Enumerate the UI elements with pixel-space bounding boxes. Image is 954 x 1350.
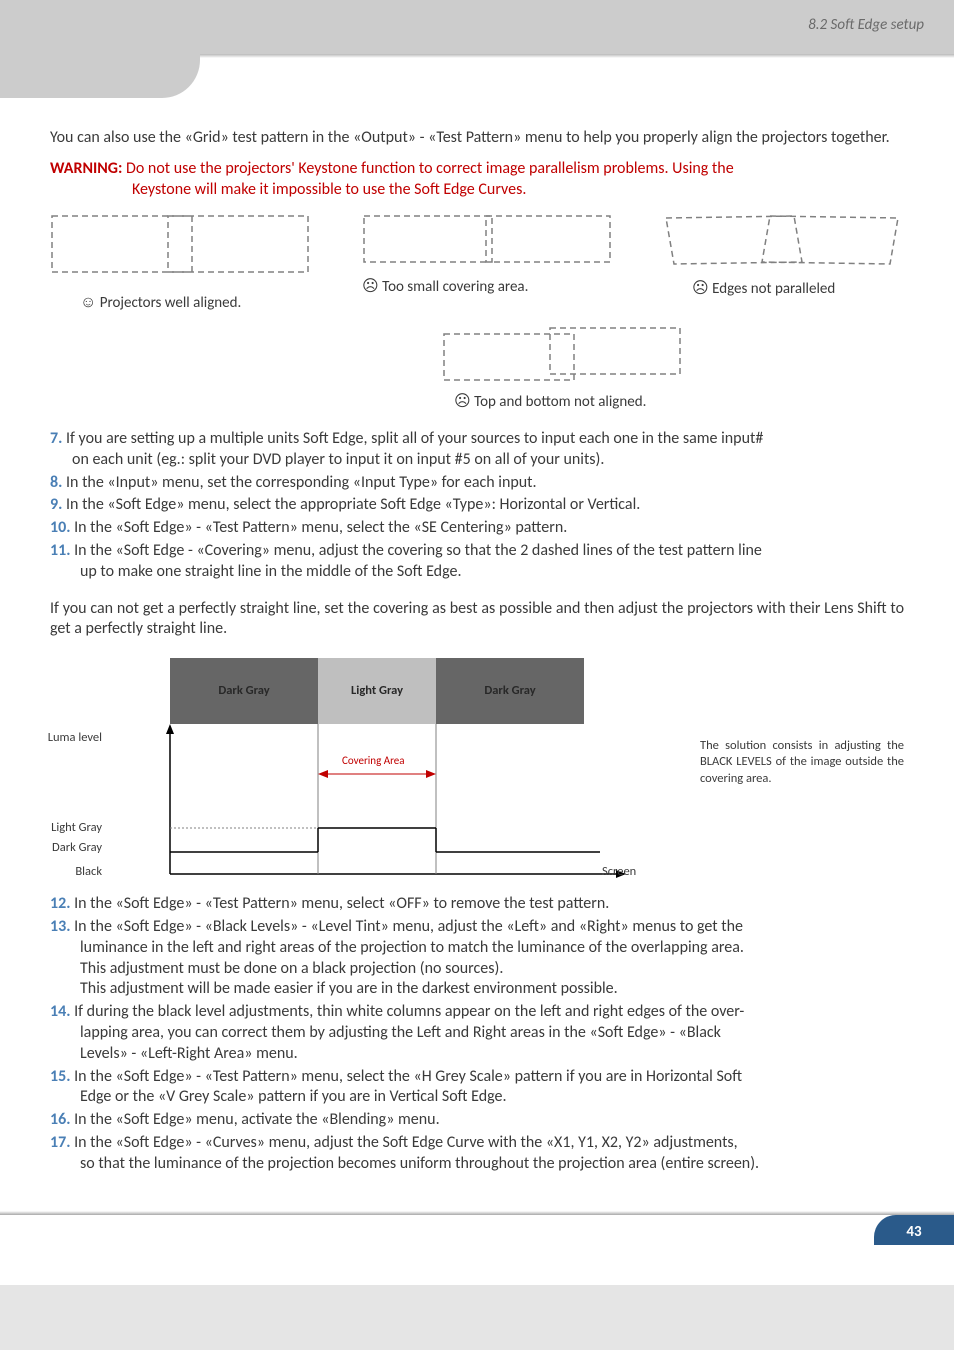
- plot: Luma level Light Gray Dark Gray Black Co…: [110, 724, 630, 882]
- content: You can also use the «Grid» test pattern…: [0, 58, 954, 1187]
- bar-dark1: Dark Gray: [170, 658, 318, 724]
- warning-line2: Keystone will make it impossible to use …: [50, 180, 904, 201]
- graph-area: Dark Gray Light Gray Dark Gray: [50, 658, 904, 882]
- ylabel-black: Black: [30, 864, 102, 880]
- step-text: luminance in the left and right areas of…: [50, 938, 904, 959]
- header-breadcrumb: 8.2 Soft Edge setup: [808, 16, 924, 34]
- step-text: If during the black level adjustments, t…: [74, 1002, 744, 1021]
- ylabel-luma: Luma level: [30, 730, 102, 746]
- covering-area-label: Covering Area: [342, 754, 405, 768]
- step-num: 10.: [50, 518, 71, 537]
- ylabel-lightgray: Light Gray: [30, 820, 102, 836]
- step-text: In the «Soft Edge» menu, activate the «B…: [74, 1110, 440, 1129]
- diag-edges-svg: [664, 214, 904, 270]
- footer-line: [0, 1211, 954, 1215]
- footer: 43: [0, 1211, 954, 1245]
- diag-topbot-label: Top and bottom not aligned.: [474, 393, 646, 411]
- smile-icon: ☺: [80, 293, 96, 312]
- diag-topbot-svg: [442, 326, 692, 384]
- step-num: 9.: [50, 495, 62, 514]
- page: 8.2 Soft Edge setup You can also use the…: [0, 0, 954, 1285]
- plot-svg: [110, 724, 630, 882]
- warning-label: WARNING:: [50, 159, 122, 178]
- step-num: 11.: [50, 541, 71, 560]
- mid-paragraph: If you can not get a perfectly straight …: [50, 599, 904, 641]
- step-num: 8.: [50, 473, 62, 492]
- warning-line1: Do not use the projectors' Keystone func…: [126, 159, 734, 178]
- tab-corner: [0, 54, 200, 98]
- diag-topbot: ☹ Top and bottom not aligned.: [442, 326, 692, 413]
- frown-icon: ☹: [454, 392, 471, 411]
- frown-icon: ☹: [362, 277, 379, 296]
- step-num: 17.: [50, 1133, 71, 1152]
- graph-side-text: The solution consists in adjusting the B…: [670, 658, 904, 787]
- diag-small-svg: [362, 214, 612, 268]
- step-text: In the «Soft Edge» - «Test Pattern» menu…: [74, 518, 567, 537]
- diagrams-row1: ☺ Projectors well aligned. ☹ Too small c…: [50, 214, 904, 313]
- diag-small: ☹ Too small covering area.: [362, 214, 612, 313]
- step-text: In the «Soft Edge - «Covering» menu, adj…: [74, 541, 762, 560]
- step-text: up to make one straight line in the midd…: [50, 562, 904, 583]
- step-text: In the «Soft Edge» - «Test Pattern» menu…: [74, 1067, 742, 1086]
- intro-paragraph: You can also use the «Grid» test pattern…: [50, 128, 904, 149]
- step-15: 15. In the «Soft Edge» - «Test Pattern» …: [50, 1067, 904, 1109]
- step-12: 12. In the «Soft Edge» - «Test Pattern» …: [50, 894, 904, 915]
- step-num: 15.: [50, 1067, 71, 1086]
- step-14: 14. If during the black level adjustment…: [50, 1002, 904, 1064]
- step-7: 7. If you are setting up a multiple unit…: [50, 429, 904, 471]
- warning-block: WARNING: Do not use the projectors' Keys…: [50, 159, 904, 201]
- step-num: 16.: [50, 1110, 71, 1129]
- step-num: 14.: [50, 1002, 71, 1021]
- step-text: Levels» - «Left-Right Area» menu.: [50, 1044, 904, 1065]
- bar-dark2: Dark Gray: [436, 658, 584, 724]
- step-text: In the «Soft Edge» - «Test Pattern» menu…: [74, 894, 609, 913]
- step-num: 12.: [50, 894, 71, 913]
- diag-edges: ☹ Edges not paralleled: [664, 214, 904, 313]
- step-9: 9. In the «Soft Edge» menu, select the a…: [50, 495, 904, 516]
- step-num: 7.: [50, 429, 62, 448]
- step-text: In the «Soft Edge» menu, select the appr…: [66, 495, 640, 514]
- step-text: lapping area, you can correct them by ad…: [50, 1023, 904, 1044]
- frown-icon: ☹: [692, 279, 709, 298]
- step-num: 13.: [50, 917, 71, 936]
- ylabel-darkgray: Dark Gray: [30, 840, 102, 856]
- gray-bars: Dark Gray Light Gray Dark Gray: [170, 658, 670, 724]
- step-13: 13. In the «Soft Edge» - «Black Levels» …: [50, 917, 904, 1000]
- step-text: If you are setting up a multiple units S…: [66, 429, 763, 448]
- step-text: on each unit (eg.: split your DVD player…: [50, 450, 904, 471]
- step-17: 17. In the «Soft Edge» - «Curves» menu, …: [50, 1133, 904, 1175]
- diagrams-row2: ☹ Top and bottom not aligned.: [50, 326, 904, 413]
- step-text: In the «Input» menu, set the correspondi…: [66, 473, 537, 492]
- step-text: Edge or the «V Grey Scale» pattern if yo…: [50, 1087, 904, 1108]
- diag-small-label: Too small covering area.: [382, 278, 528, 296]
- diag-good-svg: [50, 214, 310, 284]
- step-text: so that the luminance of the projection …: [50, 1154, 904, 1175]
- step-text: This adjustment must be done on a black …: [50, 959, 904, 980]
- step-8: 8. In the «Input» menu, set the correspo…: [50, 473, 904, 494]
- page-number: 43: [874, 1215, 954, 1245]
- header-band: 8.2 Soft Edge setup: [0, 0, 954, 54]
- step-text: In the «Soft Edge» - «Black Levels» - «L…: [74, 917, 743, 936]
- diag-good: ☺ Projectors well aligned.: [50, 214, 310, 313]
- screen-label: Screen: [602, 864, 636, 880]
- step-11: 11. In the «Soft Edge - «Covering» menu,…: [50, 541, 904, 583]
- diag-good-label: Projectors well aligned.: [100, 294, 242, 312]
- graph-left: Dark Gray Light Gray Dark Gray: [50, 658, 670, 882]
- bar-light: Light Gray: [318, 658, 436, 724]
- diag-edges-label: Edges not paralleled: [712, 280, 835, 298]
- step-text: This adjustment will be made easier if y…: [50, 979, 904, 1000]
- step-text: In the «Soft Edge» - «Curves» menu, adju…: [74, 1133, 738, 1152]
- step-16: 16. In the «Soft Edge» menu, activate th…: [50, 1110, 904, 1131]
- step-10: 10. In the «Soft Edge» - «Test Pattern» …: [50, 518, 904, 539]
